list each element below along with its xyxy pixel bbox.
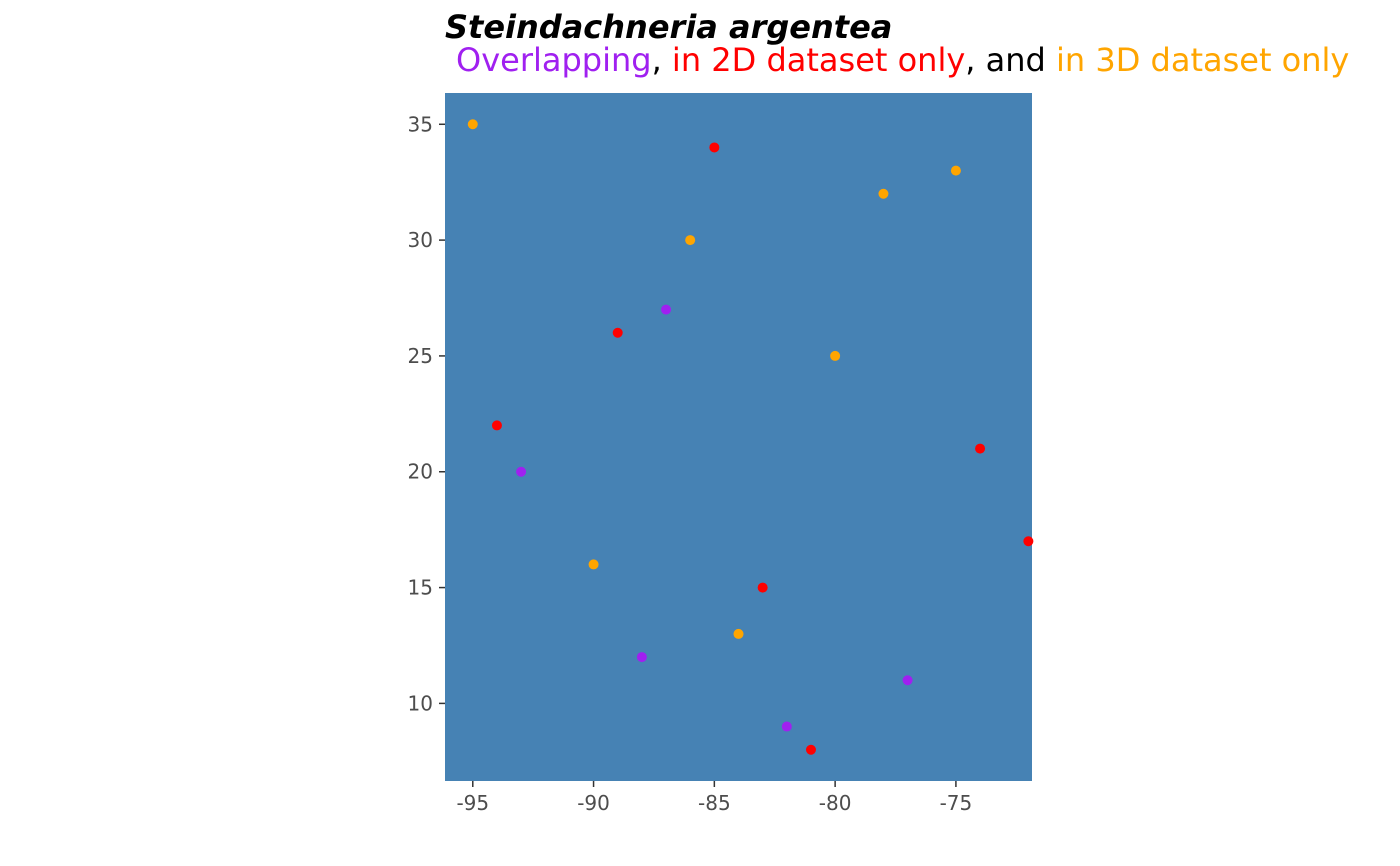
data-point [661,304,672,315]
y-tick-label: 25 [408,344,433,368]
subtitle-part-3: , and [965,41,1056,79]
x-tick-label: -75 [940,791,973,815]
data-point [516,466,527,477]
data-point [781,721,792,732]
subtitle-part-2: in 2D dataset only [672,41,965,79]
x-tick-label: -95 [456,791,489,815]
data-point [757,582,768,593]
data-point [467,119,478,130]
subtitle-part-0: Overlapping [456,41,652,79]
data-point [733,628,744,639]
y-tick-label: 30 [408,228,433,252]
x-tick-label: -80 [819,791,852,815]
data-point [491,420,502,431]
data-point [685,235,696,246]
data-point [636,652,647,663]
y-tick-label: 15 [408,576,433,600]
data-point [1023,536,1034,547]
points-layer [467,119,1034,755]
chart-title: Steindachneria argentea [445,8,892,46]
data-point [878,188,889,199]
plot-panel [445,93,1032,781]
data-point [830,350,841,361]
x-tick-label: -85 [698,791,731,815]
data-point [805,744,816,755]
x-tick-label: -90 [577,791,610,815]
data-point [975,443,986,454]
y-tick-label: 35 [408,112,433,136]
data-point [902,675,913,686]
data-point [950,165,961,176]
y-axis: 10 15 20 25 30 35 [408,112,445,715]
subtitle-part-4: in 3D dataset only [1056,41,1349,79]
subtitle-part-1: , [652,41,672,79]
y-tick-label: 10 [408,691,433,715]
chart-subtitle: Overlapping, in 2D dataset only, and in … [456,41,1349,79]
x-axis: -95 -90 -85 -80 -75 [456,781,972,815]
data-point [612,327,623,338]
y-tick-label: 20 [408,460,433,484]
data-point [709,142,720,153]
data-point [588,559,599,570]
